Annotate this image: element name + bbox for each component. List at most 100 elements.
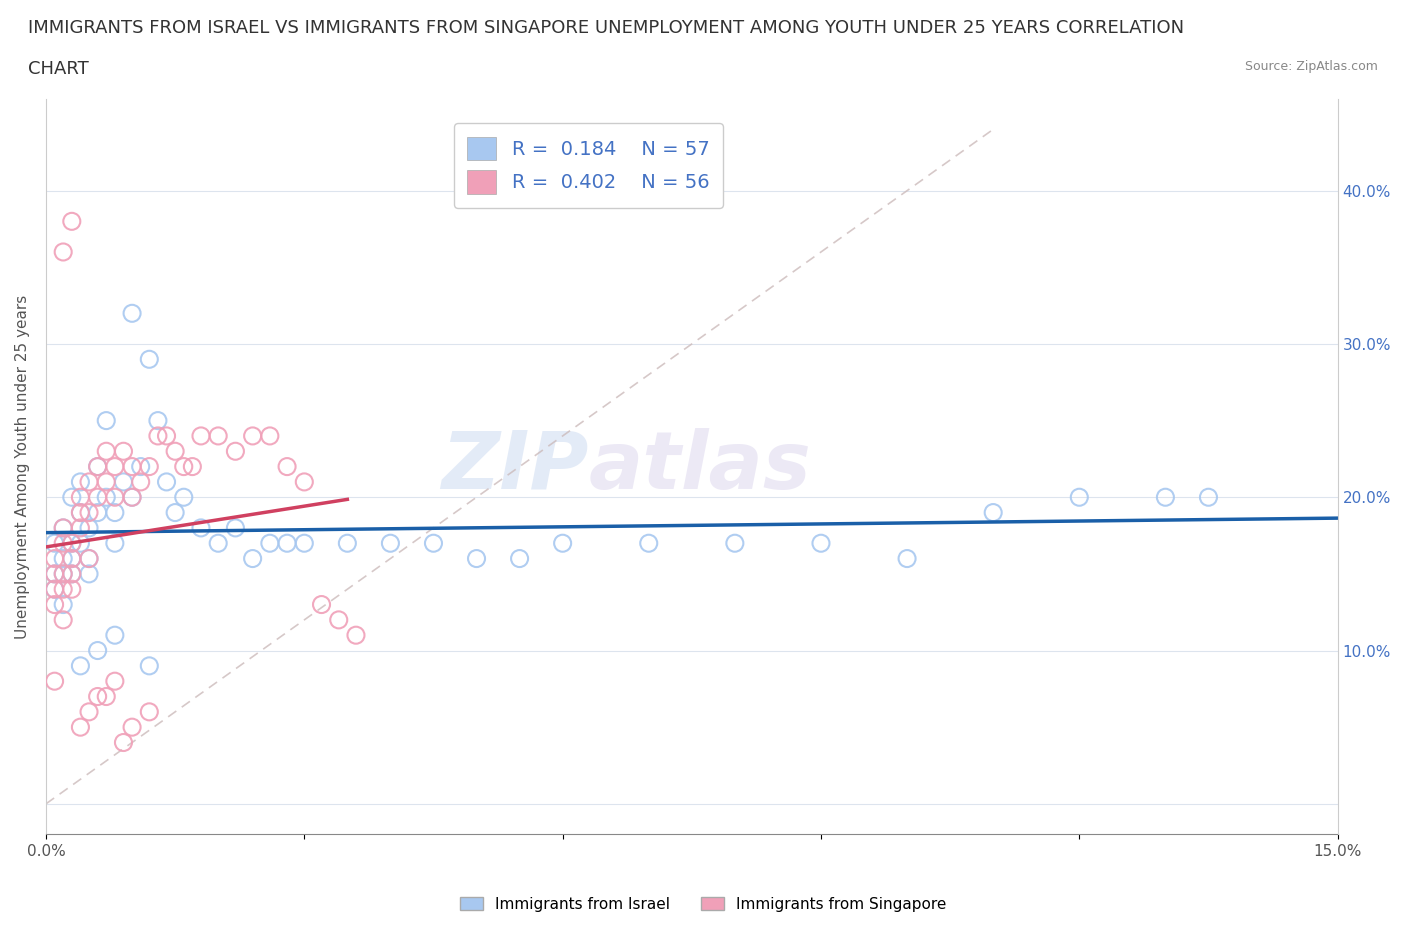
Point bbox=[344, 628, 367, 643]
Point bbox=[69, 490, 91, 505]
Point bbox=[77, 521, 100, 536]
Point bbox=[190, 429, 212, 444]
Point bbox=[86, 459, 108, 474]
Point bbox=[52, 582, 75, 597]
Point bbox=[44, 582, 66, 597]
Point bbox=[328, 613, 350, 628]
Point bbox=[52, 566, 75, 581]
Point bbox=[104, 628, 127, 643]
Point bbox=[69, 521, 91, 536]
Point bbox=[86, 490, 108, 505]
Legend: R =  0.184    N = 57, R =  0.402    N = 56: R = 0.184 N = 57, R = 0.402 N = 56 bbox=[454, 123, 723, 207]
Point bbox=[810, 536, 832, 551]
Point bbox=[52, 521, 75, 536]
Point bbox=[121, 720, 143, 735]
Point bbox=[1069, 490, 1091, 505]
Point bbox=[96, 490, 118, 505]
Point bbox=[44, 551, 66, 566]
Point bbox=[69, 720, 91, 735]
Point bbox=[60, 490, 83, 505]
Point bbox=[1198, 490, 1220, 505]
Point bbox=[86, 689, 108, 704]
Point bbox=[224, 521, 246, 536]
Point bbox=[96, 689, 118, 704]
Point bbox=[112, 444, 135, 458]
Point bbox=[165, 505, 187, 520]
Point bbox=[259, 536, 281, 551]
Point bbox=[173, 459, 195, 474]
Point bbox=[292, 474, 315, 489]
Point bbox=[86, 459, 108, 474]
Point bbox=[52, 245, 75, 259]
Point bbox=[224, 444, 246, 458]
Point bbox=[138, 352, 160, 366]
Point bbox=[77, 474, 100, 489]
Point bbox=[311, 597, 333, 612]
Point bbox=[336, 536, 359, 551]
Point bbox=[52, 613, 75, 628]
Point bbox=[981, 505, 1004, 520]
Point bbox=[242, 551, 264, 566]
Point bbox=[129, 474, 152, 489]
Point bbox=[896, 551, 918, 566]
Point bbox=[52, 566, 75, 581]
Point bbox=[69, 474, 91, 489]
Point bbox=[155, 429, 177, 444]
Point bbox=[96, 474, 118, 489]
Point bbox=[77, 551, 100, 566]
Point bbox=[129, 459, 152, 474]
Point bbox=[551, 536, 574, 551]
Point bbox=[173, 490, 195, 505]
Point bbox=[86, 505, 108, 520]
Point bbox=[112, 474, 135, 489]
Point bbox=[138, 658, 160, 673]
Point bbox=[146, 413, 169, 428]
Point bbox=[52, 551, 75, 566]
Point bbox=[259, 429, 281, 444]
Point bbox=[52, 521, 75, 536]
Point bbox=[190, 521, 212, 536]
Point bbox=[509, 551, 531, 566]
Point bbox=[104, 536, 127, 551]
Point bbox=[44, 566, 66, 581]
Text: atlas: atlas bbox=[589, 428, 811, 506]
Point bbox=[60, 551, 83, 566]
Point bbox=[69, 536, 91, 551]
Point bbox=[276, 459, 298, 474]
Point bbox=[60, 566, 83, 581]
Point bbox=[146, 429, 169, 444]
Y-axis label: Unemployment Among Youth under 25 years: Unemployment Among Youth under 25 years bbox=[15, 295, 30, 639]
Point bbox=[69, 505, 91, 520]
Point bbox=[276, 536, 298, 551]
Point bbox=[207, 429, 229, 444]
Point bbox=[86, 643, 108, 658]
Point bbox=[69, 505, 91, 520]
Point bbox=[380, 536, 402, 551]
Point bbox=[77, 566, 100, 581]
Text: ZIP: ZIP bbox=[441, 428, 589, 506]
Point bbox=[52, 597, 75, 612]
Point bbox=[104, 673, 127, 688]
Point bbox=[104, 459, 127, 474]
Point bbox=[121, 459, 143, 474]
Point bbox=[77, 551, 100, 566]
Point bbox=[1154, 490, 1177, 505]
Point bbox=[155, 474, 177, 489]
Point bbox=[60, 536, 83, 551]
Text: CHART: CHART bbox=[28, 60, 89, 78]
Point bbox=[121, 490, 143, 505]
Point bbox=[44, 597, 66, 612]
Point bbox=[104, 490, 127, 505]
Point bbox=[165, 444, 187, 458]
Point bbox=[44, 536, 66, 551]
Legend: Immigrants from Israel, Immigrants from Singapore: Immigrants from Israel, Immigrants from … bbox=[454, 890, 952, 918]
Point bbox=[422, 536, 444, 551]
Point bbox=[292, 536, 315, 551]
Point bbox=[44, 566, 66, 581]
Point bbox=[60, 214, 83, 229]
Point bbox=[60, 566, 83, 581]
Point bbox=[77, 704, 100, 719]
Point bbox=[112, 735, 135, 750]
Point bbox=[52, 536, 75, 551]
Point bbox=[60, 551, 83, 566]
